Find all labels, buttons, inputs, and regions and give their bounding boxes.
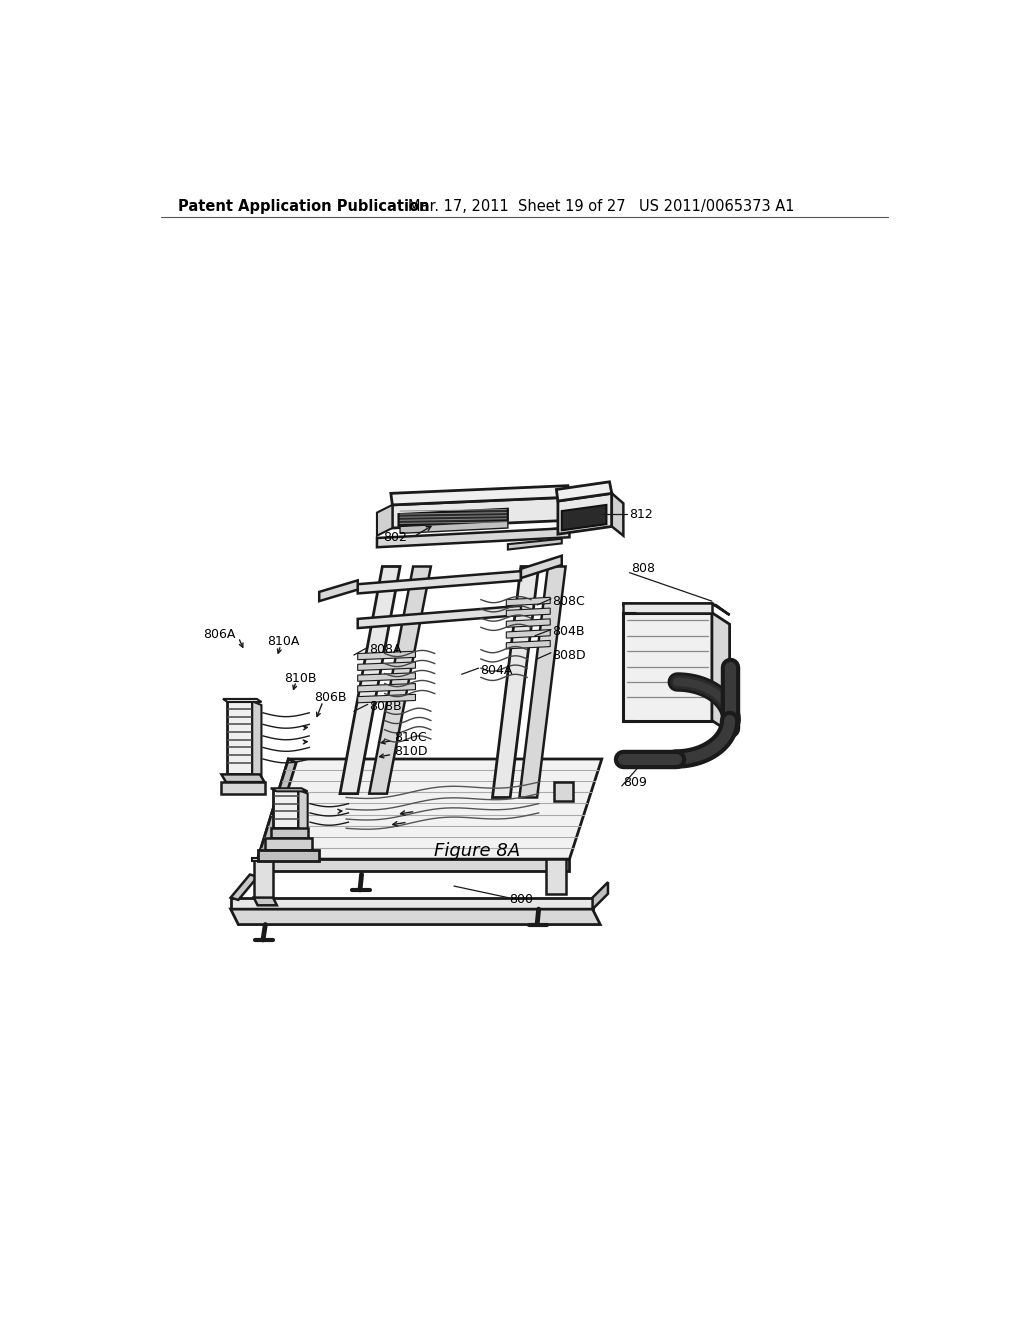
Polygon shape xyxy=(370,566,431,793)
Text: 808C: 808C xyxy=(553,594,586,607)
Polygon shape xyxy=(357,651,416,660)
Polygon shape xyxy=(252,701,261,779)
Polygon shape xyxy=(624,603,712,612)
Polygon shape xyxy=(398,508,508,525)
Text: 802: 802 xyxy=(383,531,407,544)
Polygon shape xyxy=(221,781,264,793)
Polygon shape xyxy=(254,859,273,898)
Polygon shape xyxy=(270,829,307,838)
Polygon shape xyxy=(258,859,569,871)
Polygon shape xyxy=(593,882,608,909)
Polygon shape xyxy=(357,606,521,628)
Polygon shape xyxy=(506,619,550,627)
Polygon shape xyxy=(506,598,550,606)
Polygon shape xyxy=(547,859,565,894)
Text: 809: 809 xyxy=(624,776,647,788)
Text: 804A: 804A xyxy=(480,664,513,677)
Polygon shape xyxy=(611,494,624,536)
Polygon shape xyxy=(712,612,730,733)
Polygon shape xyxy=(273,789,298,829)
Polygon shape xyxy=(298,789,307,832)
Polygon shape xyxy=(624,603,730,615)
Polygon shape xyxy=(506,640,550,649)
Text: 808D: 808D xyxy=(553,648,586,661)
Text: 804B: 804B xyxy=(553,626,585,639)
Polygon shape xyxy=(221,775,264,781)
Text: 810B: 810B xyxy=(285,672,317,685)
Text: 810D: 810D xyxy=(394,744,427,758)
Polygon shape xyxy=(493,566,539,797)
Text: 808: 808 xyxy=(631,561,655,574)
Polygon shape xyxy=(508,528,562,540)
Polygon shape xyxy=(357,684,416,692)
Polygon shape xyxy=(521,556,562,578)
Polygon shape xyxy=(258,759,296,863)
Polygon shape xyxy=(265,838,311,850)
Polygon shape xyxy=(357,694,416,702)
Polygon shape xyxy=(258,850,319,861)
Text: 800: 800 xyxy=(509,894,534,907)
Polygon shape xyxy=(270,788,307,792)
Polygon shape xyxy=(357,673,416,681)
Polygon shape xyxy=(357,663,416,671)
Polygon shape xyxy=(319,581,357,601)
Polygon shape xyxy=(508,539,562,549)
Polygon shape xyxy=(554,781,573,801)
Text: 808A: 808A xyxy=(370,643,401,656)
Polygon shape xyxy=(506,609,550,616)
Polygon shape xyxy=(357,572,521,594)
Text: Patent Application Publication: Patent Application Publication xyxy=(178,198,430,214)
Polygon shape xyxy=(391,486,569,506)
Polygon shape xyxy=(377,506,392,536)
Text: Figure 8A: Figure 8A xyxy=(434,842,520,861)
Text: 808B: 808B xyxy=(370,700,401,713)
Polygon shape xyxy=(624,612,712,721)
Text: Mar. 17, 2011  Sheet 19 of 27: Mar. 17, 2011 Sheet 19 of 27 xyxy=(408,198,626,214)
Text: 806A: 806A xyxy=(203,628,236,640)
Polygon shape xyxy=(252,858,275,861)
Text: US 2011/0065373 A1: US 2011/0065373 A1 xyxy=(639,198,795,214)
Polygon shape xyxy=(258,759,602,859)
Polygon shape xyxy=(556,482,611,502)
Polygon shape xyxy=(392,498,569,528)
Polygon shape xyxy=(230,898,593,909)
Polygon shape xyxy=(562,506,606,531)
Polygon shape xyxy=(400,521,508,533)
Polygon shape xyxy=(340,566,400,793)
Polygon shape xyxy=(558,494,611,535)
Polygon shape xyxy=(226,701,252,775)
Polygon shape xyxy=(506,630,550,638)
Polygon shape xyxy=(519,566,565,797)
Polygon shape xyxy=(254,898,276,906)
Text: 806B: 806B xyxy=(313,690,346,704)
Text: 810A: 810A xyxy=(267,635,300,648)
Polygon shape xyxy=(230,909,600,924)
Text: 812: 812 xyxy=(629,508,652,520)
Polygon shape xyxy=(230,875,258,900)
Text: 810C: 810C xyxy=(394,731,427,744)
Polygon shape xyxy=(377,528,569,548)
Polygon shape xyxy=(223,700,261,702)
